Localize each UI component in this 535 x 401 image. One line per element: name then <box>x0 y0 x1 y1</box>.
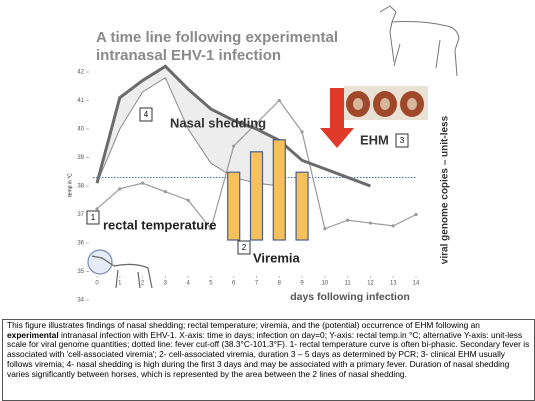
series-number: 4 <box>144 110 149 119</box>
x-axis-label: days following infection <box>290 291 410 303</box>
bar <box>249 151 264 241</box>
y-tick-label: 40 <box>77 127 84 133</box>
x-tick-label: 8 <box>278 281 282 287</box>
ehm-photo <box>344 86 428 120</box>
x-tick-label: 2 <box>141 281 145 287</box>
x-tick-label: 6 <box>232 281 236 287</box>
point <box>414 212 418 217</box>
x-tick-label: 1 <box>118 281 122 287</box>
line <box>95 64 371 188</box>
line <box>96 76 280 187</box>
number-box <box>395 133 409 148</box>
y-tick-label: 34 <box>77 298 84 304</box>
y-tick-label: 37 <box>77 212 84 218</box>
y2-axis-label: viral genome copies – unit-less <box>440 115 451 264</box>
point <box>118 187 122 191</box>
point <box>277 98 281 103</box>
shedding-area <box>97 66 280 186</box>
bar <box>272 139 286 241</box>
x-tick-label: 4 <box>186 281 190 287</box>
chart-title: intranasal EHV-1 infection <box>96 47 281 64</box>
series-label: rectal temperature <box>103 217 216 232</box>
point <box>323 227 327 231</box>
y-tick-label: 35 <box>77 269 84 275</box>
x-tick-label: 10 <box>322 281 329 287</box>
bar <box>227 171 241 241</box>
number-box <box>139 107 153 122</box>
caption-bold: experimental <box>7 329 59 340</box>
x-tick-label: 7 <box>255 281 259 287</box>
arrow <box>320 88 354 148</box>
series-number: 2 <box>242 243 247 252</box>
point <box>232 144 236 148</box>
ehm-number: 3 <box>400 136 405 145</box>
horse-icon-small <box>87 249 153 289</box>
y-tick-label: 36 <box>77 241 84 247</box>
y-tick-label: 41 <box>77 98 84 104</box>
point <box>391 224 395 228</box>
point <box>140 181 145 185</box>
caption: This figure illustrates findings of nasa… <box>2 319 535 401</box>
point <box>95 207 99 211</box>
horse-icon <box>379 5 460 77</box>
point <box>300 130 304 134</box>
point <box>368 221 373 225</box>
x-tick-label: 3 <box>164 281 168 287</box>
series-number: 1 <box>91 213 96 222</box>
x-tick-label: 0 <box>95 281 99 287</box>
caption-text: intranasal infection with EHV-1. X-axis:… <box>7 329 530 379</box>
point <box>346 218 350 222</box>
point <box>209 227 213 231</box>
number-box <box>86 210 100 225</box>
number-box <box>237 240 251 255</box>
caption-text: This figure illustrates findings of nasa… <box>7 320 480 330</box>
x-tick-label: 14 <box>413 281 420 287</box>
x-tick-label: 12 <box>367 281 374 287</box>
y-tick-label: 42 <box>77 70 84 76</box>
x-tick-label: 13 <box>390 281 397 287</box>
point <box>186 198 190 202</box>
chart: A time line following experimental intra… <box>67 5 460 304</box>
point <box>163 190 167 194</box>
ehm-label: EHM <box>360 132 389 147</box>
y-tick-label: 38 <box>77 184 84 190</box>
chart-title: A time line following experimental <box>96 29 338 46</box>
series-label: Viremia <box>253 250 301 265</box>
series-label: Nasal shedding <box>170 115 266 130</box>
x-tick-label: 11 <box>345 281 352 287</box>
y-tick-label: 39 <box>77 155 84 161</box>
x-tick-label: 9 <box>300 281 304 287</box>
x-tick-label: 5 <box>209 281 213 287</box>
y-axis-label: temp in °C <box>67 173 73 197</box>
bar <box>295 171 309 241</box>
point <box>254 121 259 125</box>
